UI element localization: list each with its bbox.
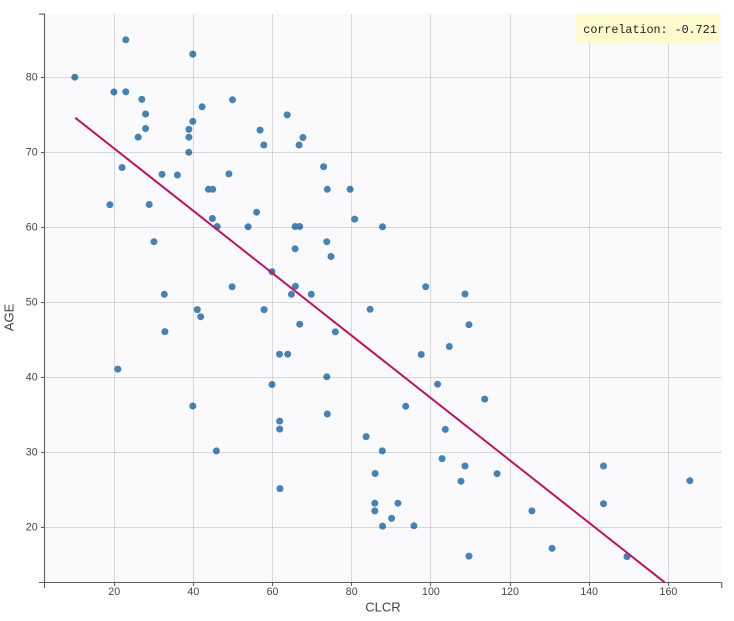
svg-text:60: 60 (26, 222, 38, 234)
svg-text:AGE: AGE (2, 303, 17, 331)
svg-text:correlation: -0.721: correlation: -0.721 (583, 23, 717, 37)
svg-text:100: 100 (422, 586, 440, 598)
svg-text:20: 20 (108, 586, 120, 598)
svg-text:120: 120 (501, 586, 519, 598)
svg-text:140: 140 (580, 586, 598, 598)
svg-text:30: 30 (26, 447, 38, 459)
svg-text:20: 20 (26, 522, 38, 534)
svg-text:70: 70 (26, 147, 38, 159)
svg-text:50: 50 (26, 297, 38, 309)
svg-text:160: 160 (660, 586, 678, 598)
svg-text:CLCR: CLCR (365, 599, 400, 614)
svg-text:60: 60 (267, 586, 279, 598)
svg-text:80: 80 (346, 586, 358, 598)
svg-text:40: 40 (26, 372, 38, 384)
svg-text:40: 40 (188, 586, 200, 598)
svg-text:80: 80 (26, 72, 38, 84)
